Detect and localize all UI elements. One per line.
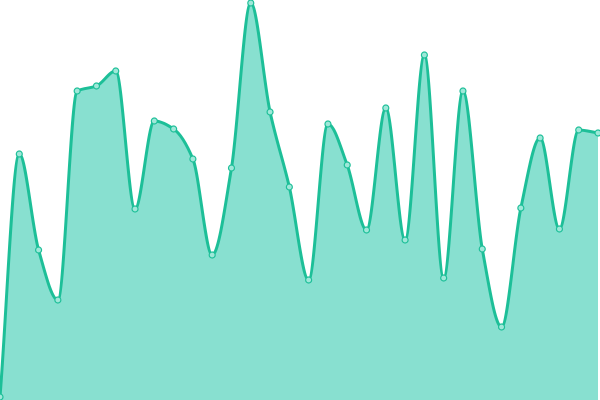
data-point [555, 225, 564, 233]
data-point [285, 183, 293, 191]
data-point [420, 51, 428, 59]
data-point [478, 245, 486, 253]
data-point [73, 87, 81, 95]
area-fill [0, 3, 598, 400]
data-point [305, 276, 313, 284]
data-point [362, 226, 371, 234]
data-point [594, 129, 600, 137]
data-point [536, 134, 544, 142]
data-point [517, 204, 525, 212]
data-point [15, 150, 23, 158]
data-point [34, 246, 43, 254]
data-point [247, 0, 255, 7]
data-point [459, 87, 467, 95]
data-point [54, 296, 62, 304]
data-point [343, 161, 351, 169]
data-point [208, 251, 216, 259]
data-point [170, 125, 178, 133]
data-point [0, 393, 4, 400]
data-point [324, 120, 332, 128]
data-point [92, 82, 101, 90]
data-point [497, 323, 506, 331]
data-point [131, 205, 139, 213]
data-point [266, 108, 274, 116]
data-point [150, 117, 158, 125]
data-point [382, 104, 390, 112]
data-point [440, 274, 448, 282]
data-point [227, 164, 236, 172]
data-point [401, 236, 409, 244]
data-point [189, 155, 197, 163]
data-point [575, 126, 583, 134]
data-point [112, 67, 120, 75]
